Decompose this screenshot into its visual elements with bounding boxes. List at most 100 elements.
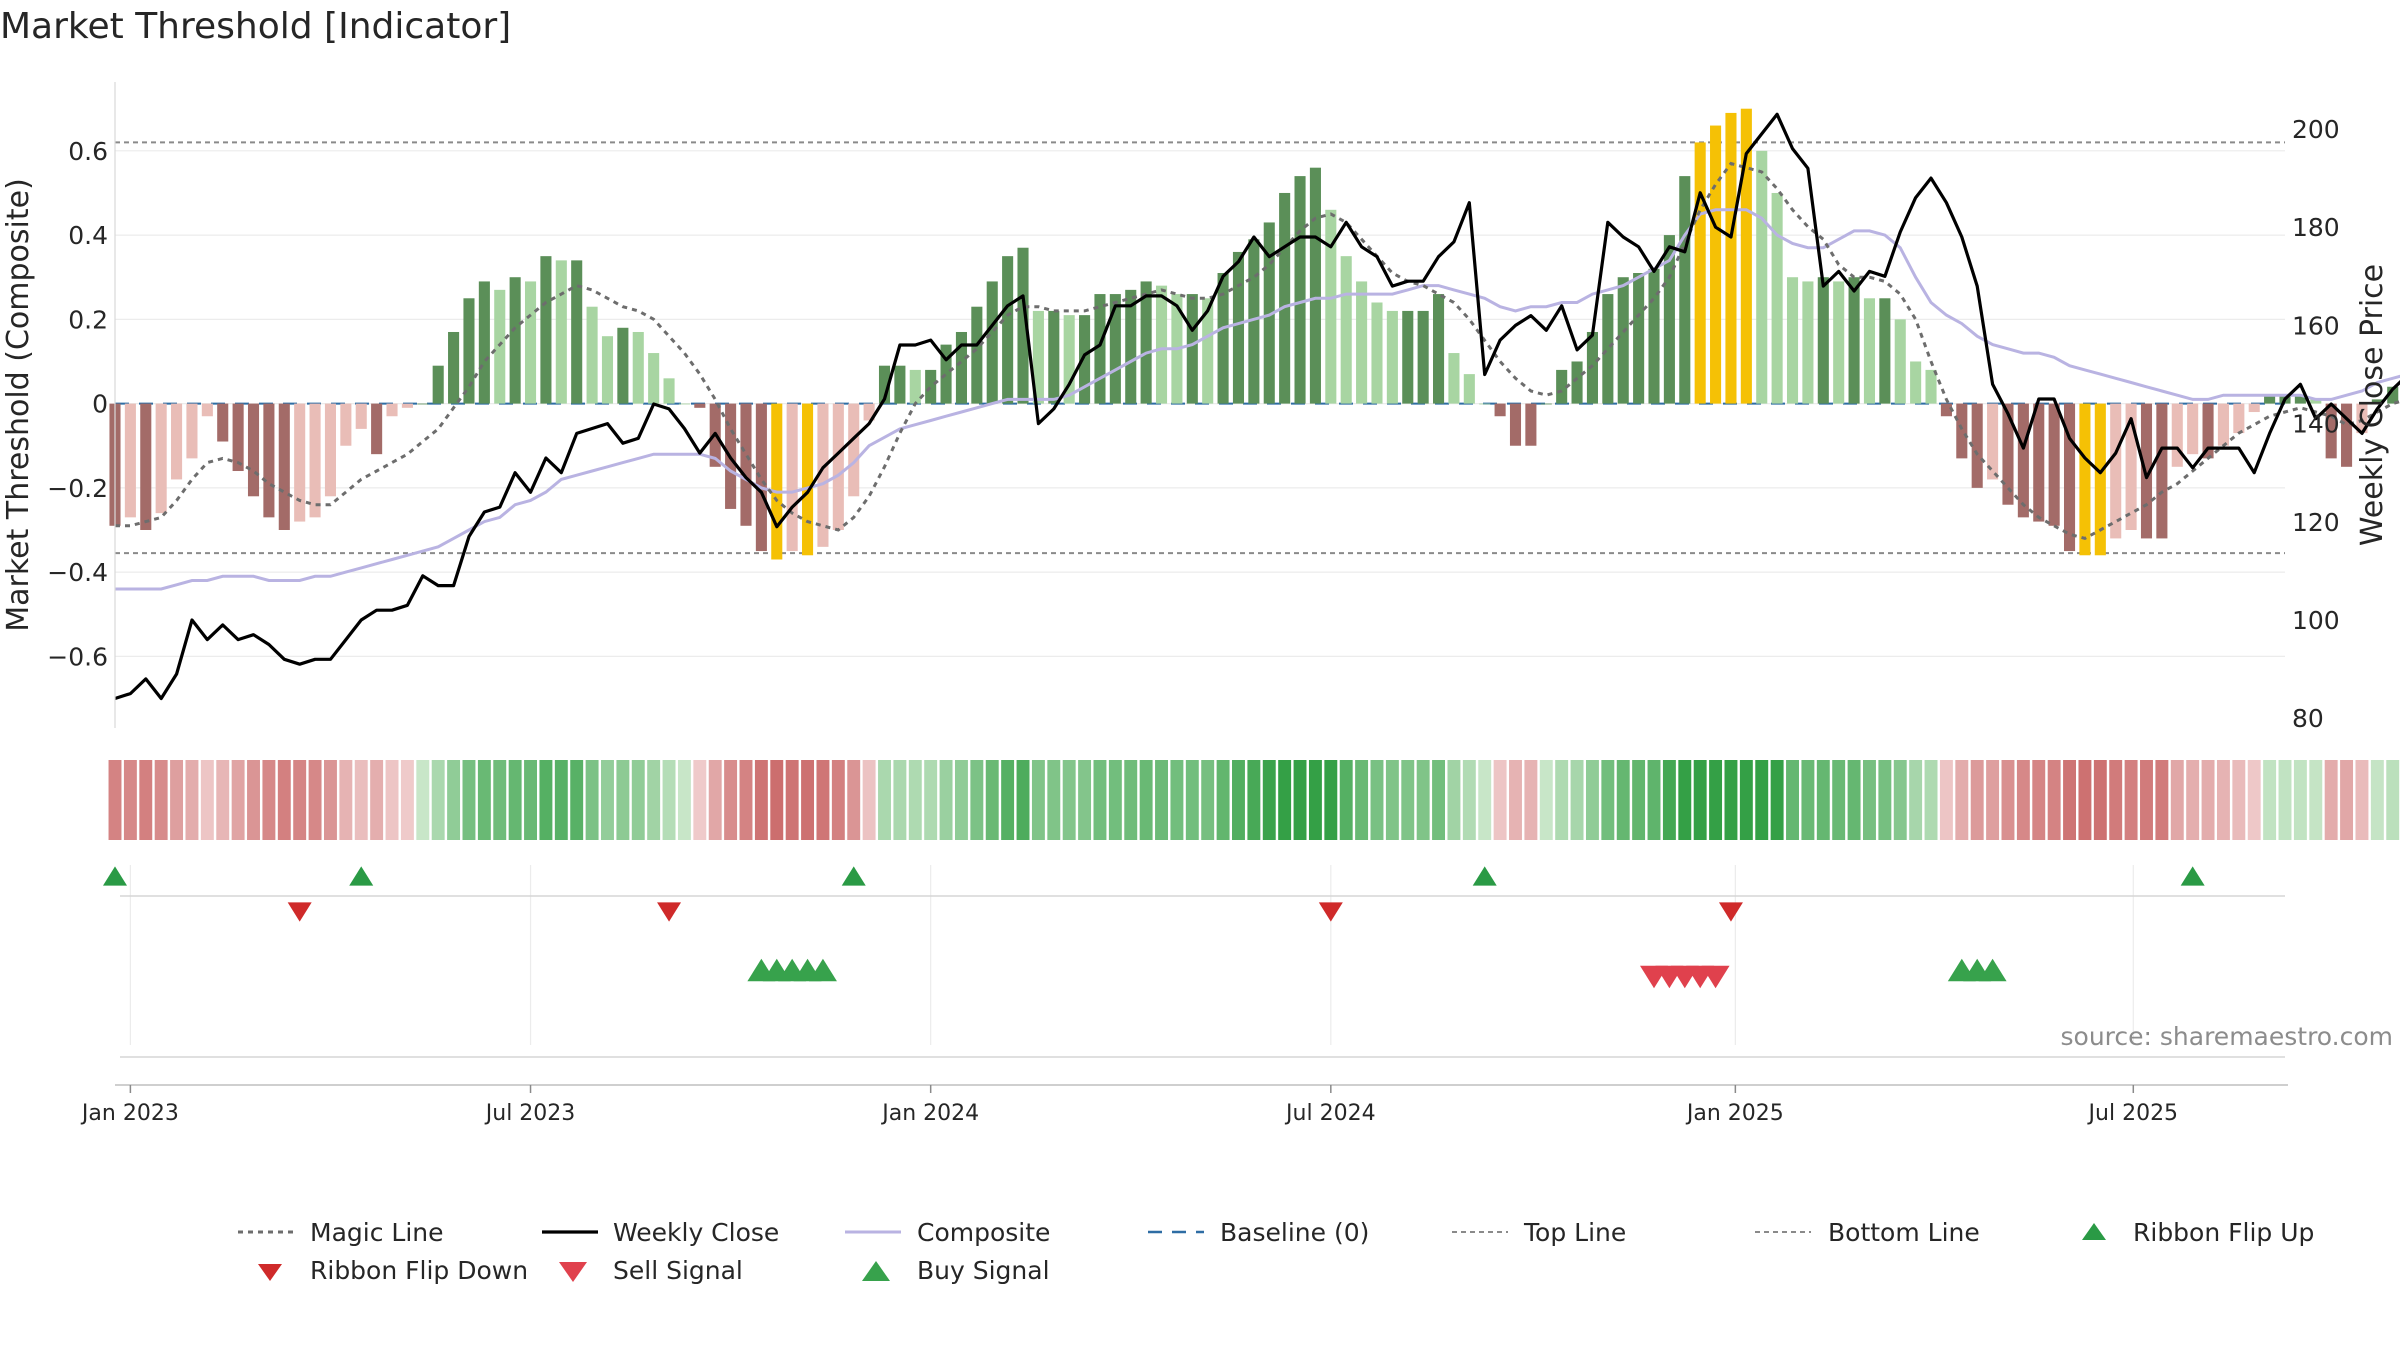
sell-signal-marker [1701, 965, 1730, 989]
composite-bar [678, 403, 690, 405]
ribbon-cell [2201, 760, 2215, 840]
composite-bar [1140, 281, 1152, 404]
ribbon-flip-up-marker [349, 866, 374, 886]
y-tick-label-left: 0.2 [68, 305, 108, 334]
composite-bar [2264, 395, 2276, 404]
ribbon-cell [1678, 760, 1692, 840]
ribbon-cell [924, 760, 938, 840]
ribbon-cell [1585, 760, 1599, 840]
composite-bar [1756, 150, 1768, 404]
x-tick-label: Jul 2023 [484, 1101, 576, 1126]
ribbon-cell [1093, 760, 1107, 840]
ribbon-cell [1001, 760, 1015, 840]
composite-bar [1263, 222, 1275, 404]
composite-bar [463, 298, 475, 404]
ribbon-cell [1909, 760, 1923, 840]
composite-bar [1940, 403, 1952, 417]
composite-bar [1710, 125, 1722, 404]
ribbon-cell [831, 760, 845, 840]
ribbon-cell [1185, 760, 1199, 840]
legend-label: Ribbon Flip Up [2133, 1218, 2314, 1247]
ribbon-cell [508, 760, 522, 840]
ribbon-cell [1155, 760, 1168, 840]
signal-panel [103, 865, 2285, 1058]
composite-bar [1617, 277, 1629, 404]
ribbon-cell [2140, 760, 2153, 840]
ribbon-cell [185, 760, 199, 840]
composite-bar [1002, 256, 1014, 404]
buy-signal-marker [1978, 958, 2007, 982]
ribbon-cell [1201, 760, 1215, 840]
ribbon-cell [200, 760, 214, 840]
composite-bar [1048, 310, 1060, 404]
composite-bar [124, 403, 136, 518]
ribbon-cell [2001, 760, 2015, 840]
y-tick-label-right: 100 [2292, 606, 2340, 635]
ribbon-cell [477, 760, 491, 840]
composite-bar [217, 403, 229, 442]
composite-bar [1802, 281, 1814, 404]
ribbon-cell [1662, 760, 1676, 840]
composite-line [115, 208, 2400, 591]
composite-bar [632, 331, 644, 404]
ribbon-cell [601, 760, 614, 840]
composite-bars [109, 108, 2399, 560]
ribbon-cell [2355, 760, 2369, 840]
legend: Magic Line Weekly Close Composite Baseline … [238, 1218, 2314, 1285]
composite-bar [2140, 403, 2153, 539]
composite-bar [2325, 403, 2337, 459]
y-tick-label-right: 180 [2292, 213, 2340, 242]
ribbon-cell [1524, 760, 1538, 840]
composite-bar [509, 277, 521, 404]
composite-bar [1155, 285, 1168, 404]
ribbon-cell [2155, 760, 2169, 840]
weekly-close-line [114, 112, 2400, 701]
ribbon-cell [1401, 760, 1415, 840]
composite-bar [955, 331, 967, 404]
composite-bar [1186, 294, 1198, 404]
ribbon-cell [170, 760, 184, 840]
ribbon-cell [1709, 760, 1723, 840]
composite-bar [340, 403, 352, 446]
legend-label: Composite [917, 1218, 1050, 1247]
legend-label: Baseline (0) [1220, 1218, 1369, 1247]
ribbon-cell [123, 760, 137, 840]
composite-bar [755, 403, 767, 552]
legend-label: Sell Signal [613, 1256, 743, 1285]
ribbon-cell [2278, 760, 2292, 840]
ribbon-cell [2263, 760, 2277, 840]
ribbon-cell [493, 760, 507, 840]
composite-bar [417, 403, 429, 405]
ribbon-cell [1108, 760, 1122, 840]
composite-bar [2356, 403, 2368, 434]
composite-bar [432, 365, 444, 404]
reference-lines [115, 141, 2285, 555]
composite-bar [1294, 176, 1306, 404]
ribbon-cell [1232, 760, 1245, 840]
composite-bar [1017, 247, 1029, 404]
ribbon-cell [1955, 760, 1969, 840]
ribbon-cell [370, 760, 384, 840]
composite-bar [478, 281, 490, 404]
ribbon-cell [2340, 760, 2354, 840]
composite-bar [832, 403, 844, 530]
ribbon-cell [1262, 760, 1276, 840]
ribbon-cell [1432, 760, 1446, 840]
ribbon-cell [108, 760, 122, 840]
composite-bar [1094, 294, 1106, 404]
composite-bar [2310, 399, 2322, 404]
ribbon-flip-down-marker [1718, 902, 1743, 922]
x-tick-label: Jul 2025 [2087, 1101, 2179, 1126]
composite-bar [1925, 369, 1937, 404]
ribbon-cell [2247, 760, 2261, 840]
composite-bar [2063, 403, 2076, 552]
composite-bar [878, 365, 891, 404]
composite-bar [1602, 294, 1614, 404]
y-tick-label-left: 0 [92, 390, 108, 419]
composite-bar [925, 369, 937, 404]
ribbon-cell [1062, 760, 1076, 840]
composite-bar [1725, 112, 1737, 404]
composite-bar [740, 403, 752, 526]
ribbon-cell [1601, 760, 1615, 840]
